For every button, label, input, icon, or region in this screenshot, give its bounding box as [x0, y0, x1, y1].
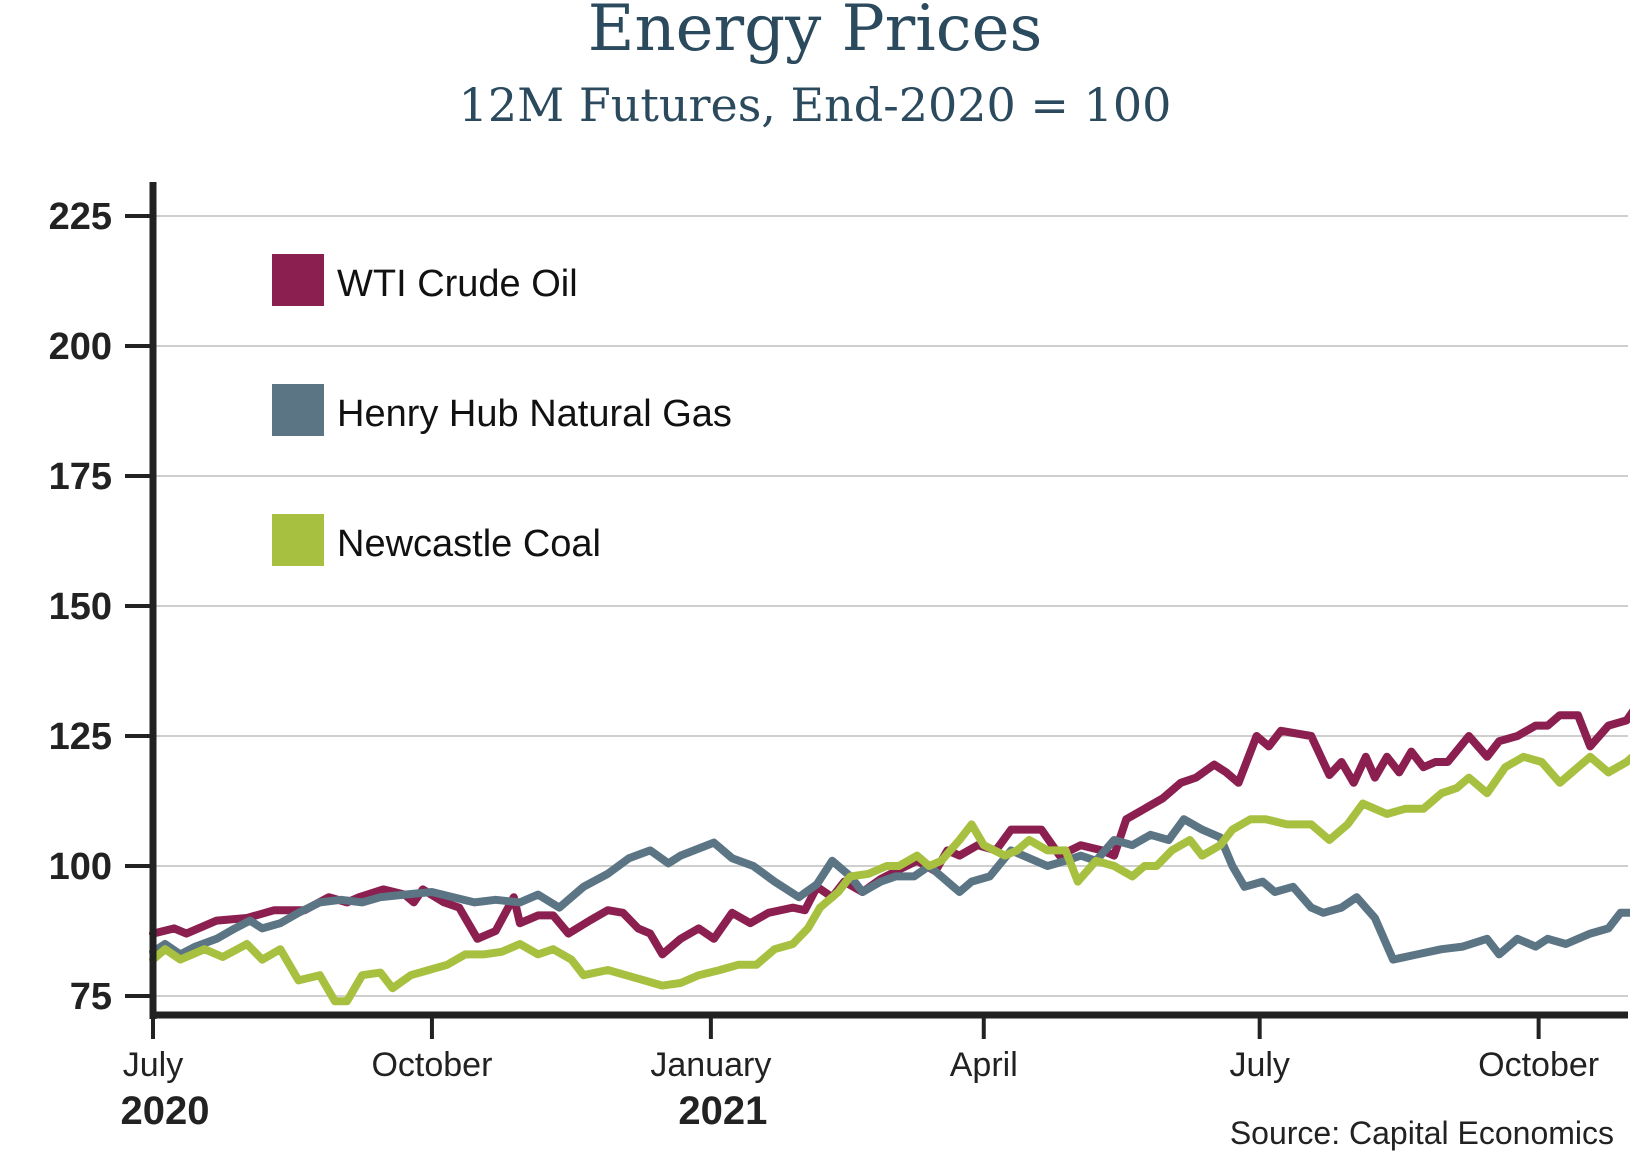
- y-tick-label-200: 200: [49, 326, 112, 368]
- legend-swatch-henry-hub: [272, 384, 324, 436]
- y-tick-label-150: 150: [49, 586, 112, 628]
- x-tick-year-0: 2020: [121, 1089, 210, 1133]
- x-tick-label-3: April: [950, 1046, 1018, 1084]
- chart-title: Energy Prices: [587, 0, 1043, 66]
- x-tick-label-4: July: [1229, 1046, 1289, 1084]
- y-axis-ticks: 75 100 125 150 175 200 225: [49, 196, 153, 1018]
- legend-label-wti: WTI Crude Oil: [337, 263, 578, 305]
- legend-swatch-wti: [272, 254, 324, 306]
- y-tick-label-175: 175: [49, 456, 112, 498]
- axes: [149, 182, 1628, 1019]
- y-tick-label-100: 100: [49, 846, 112, 888]
- legend-label-newcastle: Newcastle Coal: [337, 523, 601, 565]
- y-tick-label-225: 225: [49, 196, 112, 238]
- source-note: Source: Capital Economics: [1230, 1115, 1614, 1151]
- series-line-wti-crude-oil: [149, 708, 1630, 959]
- legend-label-henry-hub: Henry Hub Natural Gas: [337, 393, 732, 435]
- x-tick-label-2: January: [650, 1046, 771, 1084]
- x-tick-year-2: 2021: [678, 1089, 767, 1133]
- series-line-newcastle-coal: [149, 752, 1630, 1006]
- x-tick-label-1: October: [371, 1046, 492, 1084]
- x-axis-ticks: July 2020 October January 2021 April July Octob…: [121, 1015, 1599, 1133]
- legend: WTI Crude Oil Henry Hub Natural Gas Newc…: [272, 254, 732, 566]
- grid-lines: [153, 215, 1628, 997]
- x-tick-label-5: October: [1478, 1046, 1599, 1084]
- chart-subtitle: 12M Futures, End-2020 = 100: [458, 78, 1172, 132]
- y-tick-label-125: 125: [49, 716, 112, 758]
- series-line-henry-hub-natural-gas: [149, 815, 1630, 964]
- legend-swatch-newcastle: [272, 514, 324, 566]
- x-tick-label-0: July: [123, 1046, 183, 1084]
- series-lines: [149, 708, 1630, 1006]
- y-tick-label-75: 75: [70, 976, 112, 1018]
